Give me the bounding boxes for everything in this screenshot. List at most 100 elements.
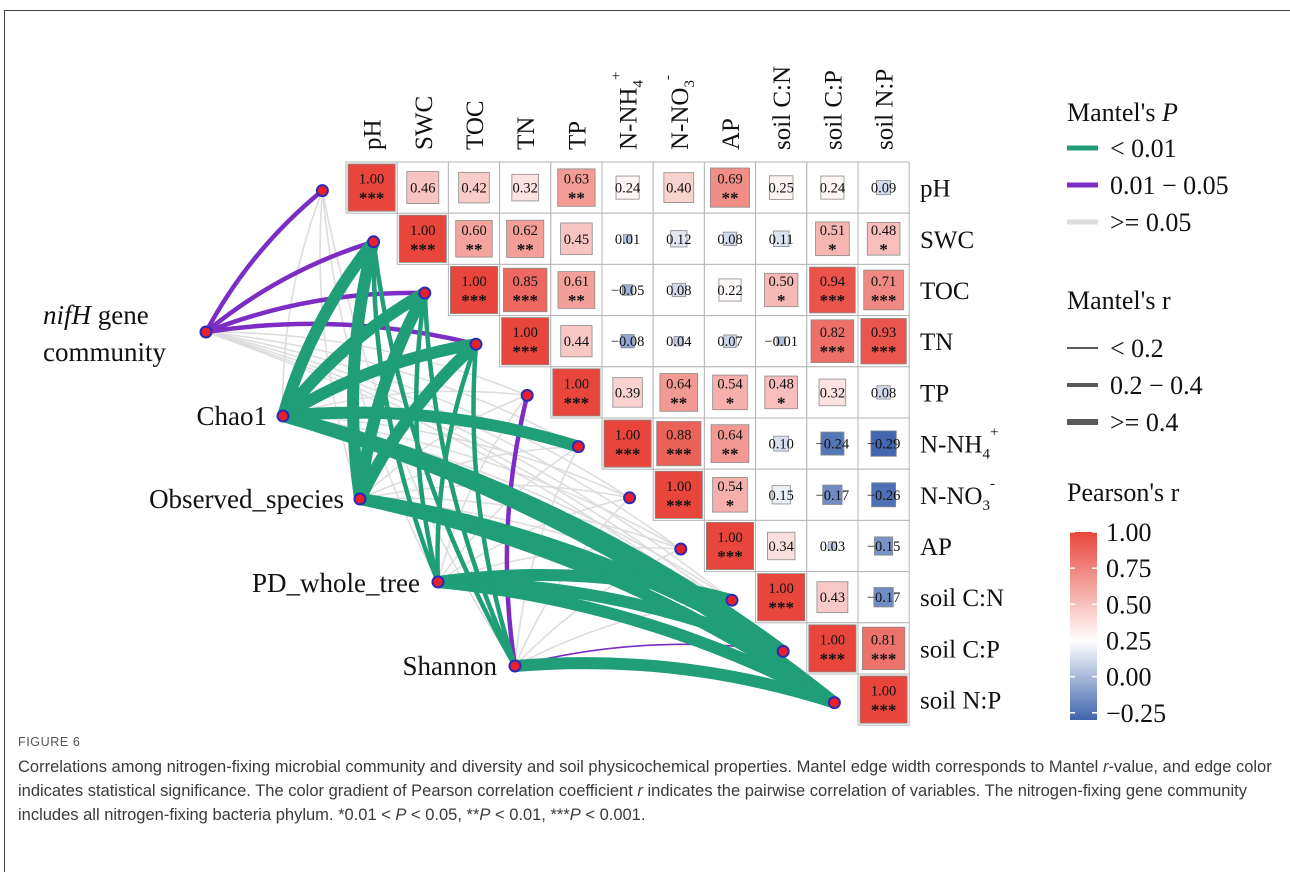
pearson-value: 0.43 bbox=[820, 590, 845, 606]
source-label: Observed_species bbox=[149, 484, 344, 514]
pearson-square bbox=[767, 531, 796, 561]
pearson-value: 1.00 bbox=[717, 530, 742, 546]
pearson-value: 1.00 bbox=[410, 223, 435, 239]
pearson-value: 0.71 bbox=[871, 274, 896, 290]
row-label: TP bbox=[920, 380, 949, 407]
legend-mantel-p-title: Mantel's P bbox=[1067, 98, 1178, 127]
mantel-edge bbox=[277, 406, 585, 453]
matrix-cell-frame bbox=[447, 161, 501, 214]
legend-r-label: < 0.2 bbox=[1110, 334, 1164, 363]
pearson-value: 0.32 bbox=[820, 385, 845, 401]
mantel-edge bbox=[203, 239, 376, 335]
figure-caption: FIGURE 6 Correlations among nitrogen-fix… bbox=[18, 735, 1273, 827]
mantel-edge bbox=[321, 189, 439, 583]
mantel-edge bbox=[437, 497, 631, 583]
pearson-square bbox=[506, 219, 545, 258]
legend-p-label: < 0.01 bbox=[1110, 134, 1177, 163]
significance-stars: ** bbox=[722, 445, 739, 464]
pearson-square bbox=[712, 374, 748, 411]
significance-stars: * bbox=[777, 291, 786, 310]
frame-top-border bbox=[4, 10, 1290, 11]
column-label: N-NH4+ bbox=[609, 72, 647, 150]
variable-labels: pH SWC TOC TN TP N-NH4+ N-NO3- AP soil C:N soil C… bbox=[43, 66, 1004, 715]
pearson-value: 0.48 bbox=[769, 376, 794, 392]
mantel-edge bbox=[203, 188, 325, 335]
colorbar-tick-label: 0.75 bbox=[1106, 554, 1152, 583]
pearson-value: 0.34 bbox=[769, 539, 795, 555]
pearson-square bbox=[827, 541, 838, 551]
pearson-value: 0.81 bbox=[871, 632, 896, 648]
matrix-cell-frame bbox=[652, 315, 705, 368]
mantel-edge bbox=[422, 290, 518, 669]
pearson-square bbox=[620, 334, 635, 349]
significance-stars: ** bbox=[568, 189, 585, 208]
pearson-square bbox=[560, 325, 593, 358]
pearson-square bbox=[552, 368, 601, 417]
pearson-square bbox=[722, 231, 738, 246]
significance-stars: *** bbox=[666, 496, 692, 515]
pearson-colorbar bbox=[1070, 532, 1097, 720]
pearson-value: 0.60 bbox=[461, 223, 486, 239]
pearson-square bbox=[603, 419, 652, 468]
pearson-square bbox=[654, 470, 703, 519]
row-label: pH bbox=[920, 176, 951, 203]
legend-pearson-title: Pearson's r bbox=[1067, 478, 1180, 507]
target-node bbox=[776, 644, 790, 658]
pearson-square bbox=[560, 222, 593, 256]
row-label: N-NO3- bbox=[920, 476, 995, 514]
source-label: Chao1 bbox=[197, 401, 268, 431]
pearson-value: 0.25 bbox=[769, 181, 794, 197]
pearson-square bbox=[455, 220, 493, 258]
pearson-square bbox=[873, 587, 894, 608]
pearson-square bbox=[503, 267, 548, 313]
target-node bbox=[520, 388, 534, 402]
pearson-value: −0.08 bbox=[611, 334, 645, 350]
source-node bbox=[276, 409, 290, 423]
pearson-value: 0.03 bbox=[820, 539, 845, 555]
pearson-square bbox=[347, 163, 396, 212]
pearson-square bbox=[723, 334, 737, 348]
pearson-value: 0.32 bbox=[513, 181, 538, 197]
pearson-square bbox=[772, 230, 790, 248]
pearson-value: −0.05 bbox=[611, 283, 645, 299]
pearson-square bbox=[876, 180, 892, 196]
column-label: TOC bbox=[462, 100, 489, 150]
pearson-value: 1.00 bbox=[666, 479, 691, 495]
mantel-edge bbox=[277, 235, 380, 422]
source-label: PD_whole_tree bbox=[252, 568, 420, 598]
significance-stars: * bbox=[777, 393, 786, 412]
pearson-square bbox=[656, 421, 702, 467]
legend-p-label: >= 0.05 bbox=[1110, 208, 1191, 237]
pearson-matrix: 1.00*** 0.46 0.42 0.320.63** 0.24 0.400.69** 0… bbox=[345, 161, 910, 726]
source-node bbox=[431, 575, 445, 589]
column-label: soil C:P bbox=[820, 70, 847, 150]
pearson-value: −0.01 bbox=[764, 334, 798, 350]
mantel-edge bbox=[203, 290, 428, 335]
pearson-square bbox=[557, 168, 596, 207]
pearson-square bbox=[816, 581, 849, 614]
significance-stars: *** bbox=[871, 291, 897, 310]
pearson-value: 0.51 bbox=[820, 223, 845, 239]
pearson-square bbox=[866, 222, 901, 256]
pearson-value: 0.50 bbox=[769, 274, 794, 290]
pearson-square bbox=[859, 675, 908, 724]
row-label: soil N:P bbox=[920, 688, 1001, 715]
pearson-value: 1.00 bbox=[820, 632, 845, 648]
source-label: community bbox=[43, 337, 166, 367]
target-node bbox=[315, 184, 329, 198]
pearson-value: 0.54 bbox=[717, 479, 743, 495]
pearson-value: 0.44 bbox=[564, 334, 590, 350]
pearson-value: 0.94 bbox=[820, 274, 846, 290]
pearson-square bbox=[876, 385, 891, 400]
pearson-square bbox=[615, 175, 640, 200]
matrix-cell-frame bbox=[550, 212, 603, 265]
pearson-square bbox=[860, 318, 907, 365]
pearson-value: 0.10 bbox=[769, 437, 794, 453]
pearson-value: 0.07 bbox=[717, 334, 742, 350]
pearson-value: 0.39 bbox=[615, 385, 640, 401]
pearson-square bbox=[870, 430, 897, 457]
significance-stars: ** bbox=[670, 393, 687, 412]
column-label: soil C:N bbox=[769, 66, 796, 150]
pearson-square bbox=[773, 435, 790, 452]
pearson-square bbox=[511, 173, 539, 202]
